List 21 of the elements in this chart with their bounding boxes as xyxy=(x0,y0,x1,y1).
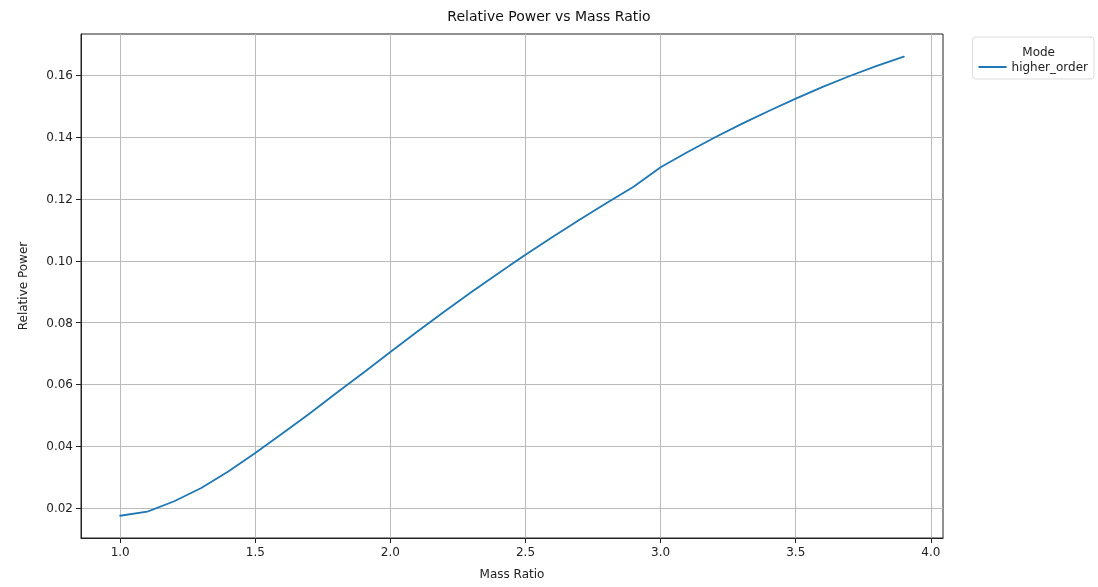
y-tick-label: 0.08 xyxy=(46,315,73,330)
y-tick-label: 0.12 xyxy=(46,192,73,207)
y-tick-label: 0.14 xyxy=(46,130,73,145)
y-tick-label: 0.10 xyxy=(46,253,73,268)
y-axis-title: Relative Power xyxy=(16,241,30,331)
line-series xyxy=(119,55,905,517)
x-tick-label: 2.5 xyxy=(515,545,536,559)
legend-title: Mode xyxy=(1022,45,1056,59)
x-tick-label: 2.0 xyxy=(380,545,400,559)
y-tick-label: 0.02 xyxy=(46,501,73,516)
y-tick-label: 0.16 xyxy=(46,68,73,83)
y-tick-label: 0.04 xyxy=(46,439,73,454)
chart-title: Relative Power vs Mass Ratio xyxy=(447,8,651,24)
legend-label: higher_order xyxy=(1011,60,1089,74)
x-tick-label: 1.5 xyxy=(245,545,265,559)
x-tick-label: 1.0 xyxy=(110,545,130,559)
x-axis-title: Mass Ratio xyxy=(479,567,545,581)
y-tick-label: 0.06 xyxy=(46,377,73,392)
x-tick-label: 3.5 xyxy=(786,545,806,559)
x-tick-label: 3.0 xyxy=(651,545,671,559)
x-tick-label: 4.0 xyxy=(921,545,941,559)
